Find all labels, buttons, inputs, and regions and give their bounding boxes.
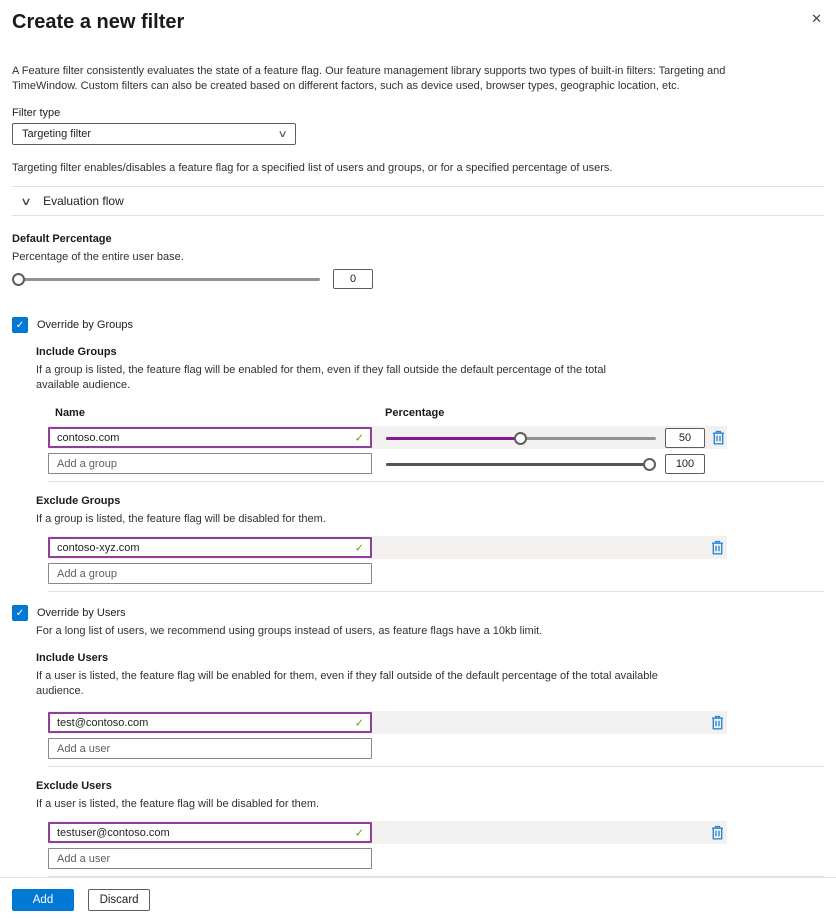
include-user-row: ✓	[48, 711, 727, 734]
column-header-percentage: Percentage	[385, 407, 445, 419]
group-name-input[interactable]	[48, 537, 372, 558]
exclude-groups-description: If a group is listed, the feature flag w…	[36, 513, 326, 525]
delete-row-button[interactable]	[712, 430, 725, 446]
exclude-group-row: ✓	[48, 536, 727, 559]
override-by-users-label: Override by Users	[37, 607, 126, 619]
trash-icon	[712, 825, 723, 839]
slider-thumb[interactable]	[514, 431, 527, 445]
divider	[48, 766, 824, 767]
add-user-row	[48, 847, 727, 870]
add-button[interactable]: Add	[12, 889, 74, 911]
trash-icon	[712, 540, 723, 554]
column-header-name: Name	[55, 407, 85, 419]
default-percentage-value-input[interactable]	[333, 269, 373, 289]
include-users-title: Include Users	[36, 652, 109, 664]
add-group-input[interactable]	[48, 453, 372, 474]
add-user-row	[48, 737, 727, 760]
override-by-groups-checkbox-row[interactable]: ✓ Override by Groups	[12, 317, 824, 333]
include-users-description: If a user is listed, the feature flag wi…	[36, 670, 658, 697]
include-groups-title: Include Groups	[36, 346, 117, 358]
default-percentage-title: Default Percentage	[12, 233, 112, 245]
include-groups-description: If a group is listed, the feature flag w…	[36, 364, 606, 391]
group-percentage-value-input[interactable]	[665, 427, 705, 448]
group-percentage-value-input[interactable]	[665, 453, 705, 474]
filter-type-dropdown[interactable]: Targeting filter ∨	[12, 123, 296, 145]
override-by-users-description: For a long list of users, we recommend u…	[36, 625, 543, 637]
default-percentage-description: Percentage of the entire user base.	[12, 251, 184, 263]
filter-type-label: Filter type	[12, 107, 61, 119]
divider	[48, 591, 824, 592]
exclude-users-description: If a user is listed, the feature flag wi…	[36, 798, 320, 810]
filter-type-selected-value: Targeting filter	[22, 128, 92, 140]
evaluation-flow-expander[interactable]: ∨ Evaluation flow	[12, 187, 824, 215]
add-group-input[interactable]	[48, 563, 372, 584]
divider	[48, 876, 824, 877]
add-group-row	[48, 562, 727, 585]
override-by-groups-label: Override by Groups	[37, 319, 133, 331]
delete-row-button[interactable]	[711, 825, 724, 841]
trash-icon	[713, 430, 724, 444]
override-by-users-checkbox-row[interactable]: ✓ Override by Users	[12, 605, 824, 621]
slider-thumb[interactable]	[643, 457, 656, 471]
footer-action-bar: Add Discard	[0, 877, 836, 919]
trash-icon	[712, 715, 723, 729]
close-icon[interactable]: ✕	[811, 11, 822, 26]
divider	[12, 215, 824, 216]
group-percentage-slider[interactable]	[386, 429, 656, 447]
delete-row-button[interactable]	[711, 540, 724, 556]
feature-filter-description: A Feature filter consistently evaluates …	[12, 65, 726, 92]
evaluation-flow-label: Evaluation flow	[43, 194, 124, 208]
checkbox-checked-icon[interactable]: ✓	[12, 605, 28, 621]
user-name-input[interactable]	[48, 822, 372, 843]
include-group-row: ✓	[48, 426, 727, 449]
discard-button[interactable]: Discard	[88, 889, 151, 911]
slider-thumb[interactable]	[12, 273, 25, 286]
exclude-groups-title: Exclude Groups	[36, 495, 121, 507]
exclude-user-row: ✓	[48, 821, 727, 844]
page-title: Create a new filter	[12, 11, 185, 33]
group-percentage-slider[interactable]	[386, 455, 656, 473]
user-name-input[interactable]	[48, 712, 372, 733]
add-user-input[interactable]	[48, 848, 372, 869]
targeting-filter-description: Targeting filter enables/disables a feat…	[12, 162, 613, 174]
add-user-input[interactable]	[48, 738, 372, 759]
divider	[48, 481, 824, 482]
divider	[12, 186, 824, 187]
exclude-users-title: Exclude Users	[36, 780, 112, 792]
checkbox-checked-icon[interactable]: ✓	[12, 317, 28, 333]
delete-row-button[interactable]	[711, 715, 724, 731]
chevron-down-icon: ∨	[19, 195, 33, 208]
add-group-row	[48, 452, 727, 475]
default-percentage-slider[interactable]	[12, 270, 320, 288]
group-name-input[interactable]	[48, 427, 372, 448]
chevron-down-icon: ∨	[277, 128, 288, 140]
